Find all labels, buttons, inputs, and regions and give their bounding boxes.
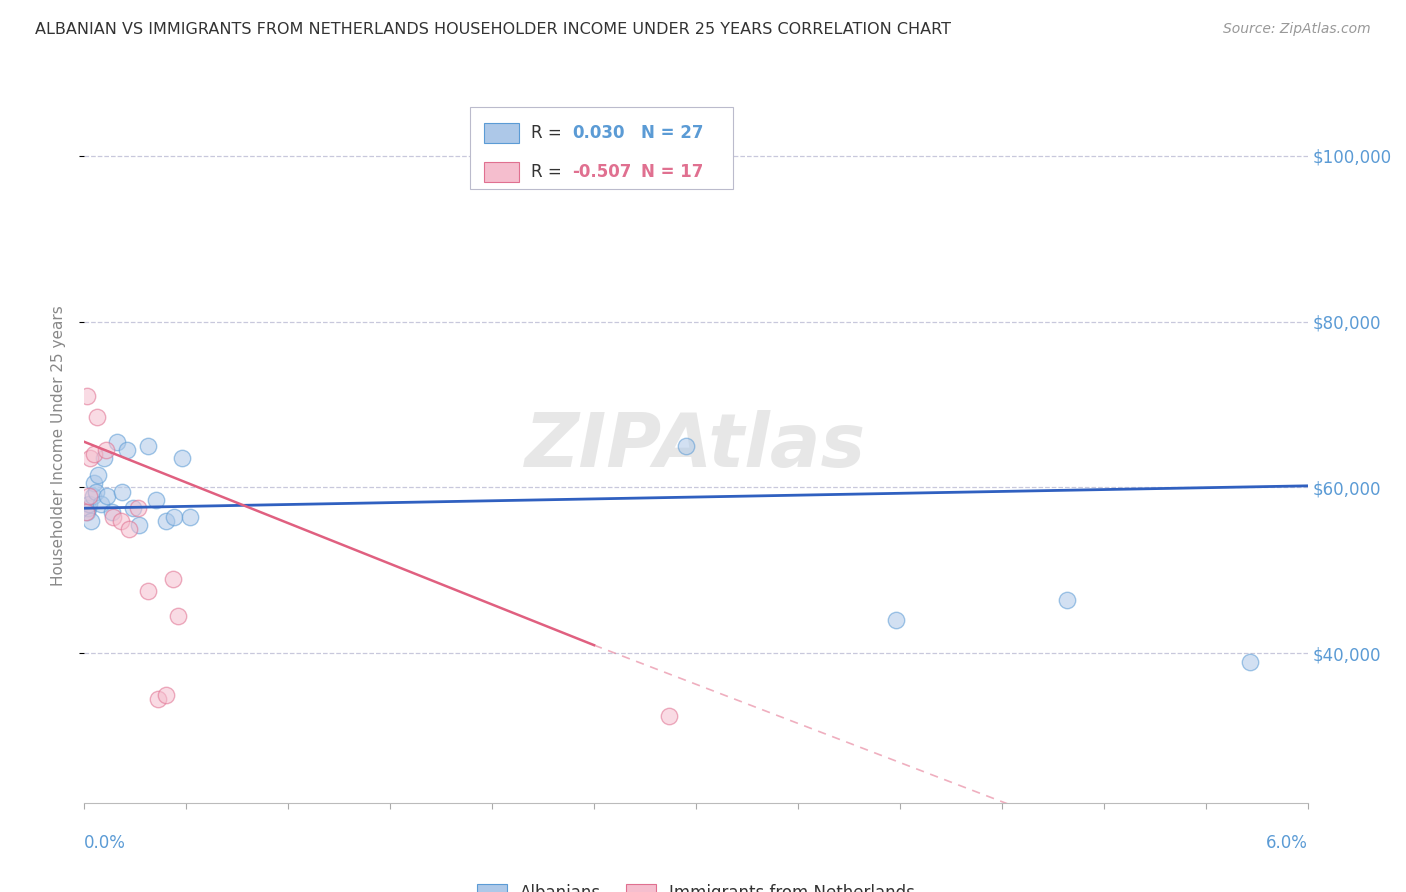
- Legend: Albanians, Immigrants from Netherlands: Albanians, Immigrants from Netherlands: [470, 877, 922, 892]
- Text: ZIPAtlas: ZIPAtlas: [526, 409, 866, 483]
- Point: [90, 497, 112, 511]
- Point: [146, 692, 169, 706]
- Point: [658, 708, 681, 723]
- Point: [87, 468, 110, 483]
- Point: [172, 451, 194, 466]
- Point: [1239, 655, 1261, 669]
- Point: [82, 489, 104, 503]
- Point: [77, 501, 100, 516]
- Point: [79, 451, 101, 466]
- Text: N = 17: N = 17: [641, 163, 703, 181]
- Point: [118, 522, 141, 536]
- Point: [83, 476, 105, 491]
- Point: [84, 484, 107, 499]
- Point: [128, 517, 150, 532]
- Point: [167, 609, 190, 624]
- Point: [163, 509, 186, 524]
- Point: [162, 572, 184, 586]
- Point: [111, 484, 134, 499]
- Point: [101, 505, 124, 519]
- Point: [884, 613, 907, 627]
- Point: [145, 492, 167, 507]
- Point: [1056, 592, 1078, 607]
- Point: [179, 509, 201, 524]
- Point: [115, 443, 138, 458]
- Point: [83, 447, 105, 461]
- Point: [105, 434, 128, 449]
- Point: [80, 514, 103, 528]
- FancyBboxPatch shape: [470, 107, 733, 189]
- Point: [127, 501, 149, 516]
- Point: [136, 439, 159, 453]
- Point: [94, 443, 117, 458]
- Point: [76, 389, 98, 403]
- Text: N = 27: N = 27: [641, 124, 703, 142]
- Point: [93, 451, 115, 466]
- Text: Source: ZipAtlas.com: Source: ZipAtlas.com: [1223, 22, 1371, 37]
- Y-axis label: Householder Income Under 25 years: Householder Income Under 25 years: [51, 306, 66, 586]
- Point: [136, 584, 159, 599]
- Point: [155, 514, 177, 528]
- Point: [122, 501, 145, 516]
- FancyBboxPatch shape: [484, 162, 519, 182]
- Point: [77, 489, 100, 503]
- FancyBboxPatch shape: [484, 123, 519, 143]
- Point: [110, 514, 132, 528]
- Point: [86, 409, 108, 424]
- Text: 6.0%: 6.0%: [1265, 834, 1308, 852]
- Point: [675, 439, 697, 453]
- Point: [76, 505, 98, 519]
- Point: [75, 505, 97, 519]
- Text: -0.507: -0.507: [572, 163, 631, 181]
- Point: [101, 509, 124, 524]
- Text: 0.030: 0.030: [572, 124, 624, 142]
- Point: [155, 688, 177, 702]
- Point: [79, 497, 101, 511]
- Text: R =: R =: [531, 124, 567, 142]
- Point: [96, 489, 118, 503]
- Text: R =: R =: [531, 163, 567, 181]
- Text: ALBANIAN VS IMMIGRANTS FROM NETHERLANDS HOUSEHOLDER INCOME UNDER 25 YEARS CORREL: ALBANIAN VS IMMIGRANTS FROM NETHERLANDS …: [35, 22, 950, 37]
- Text: 0.0%: 0.0%: [84, 834, 127, 852]
